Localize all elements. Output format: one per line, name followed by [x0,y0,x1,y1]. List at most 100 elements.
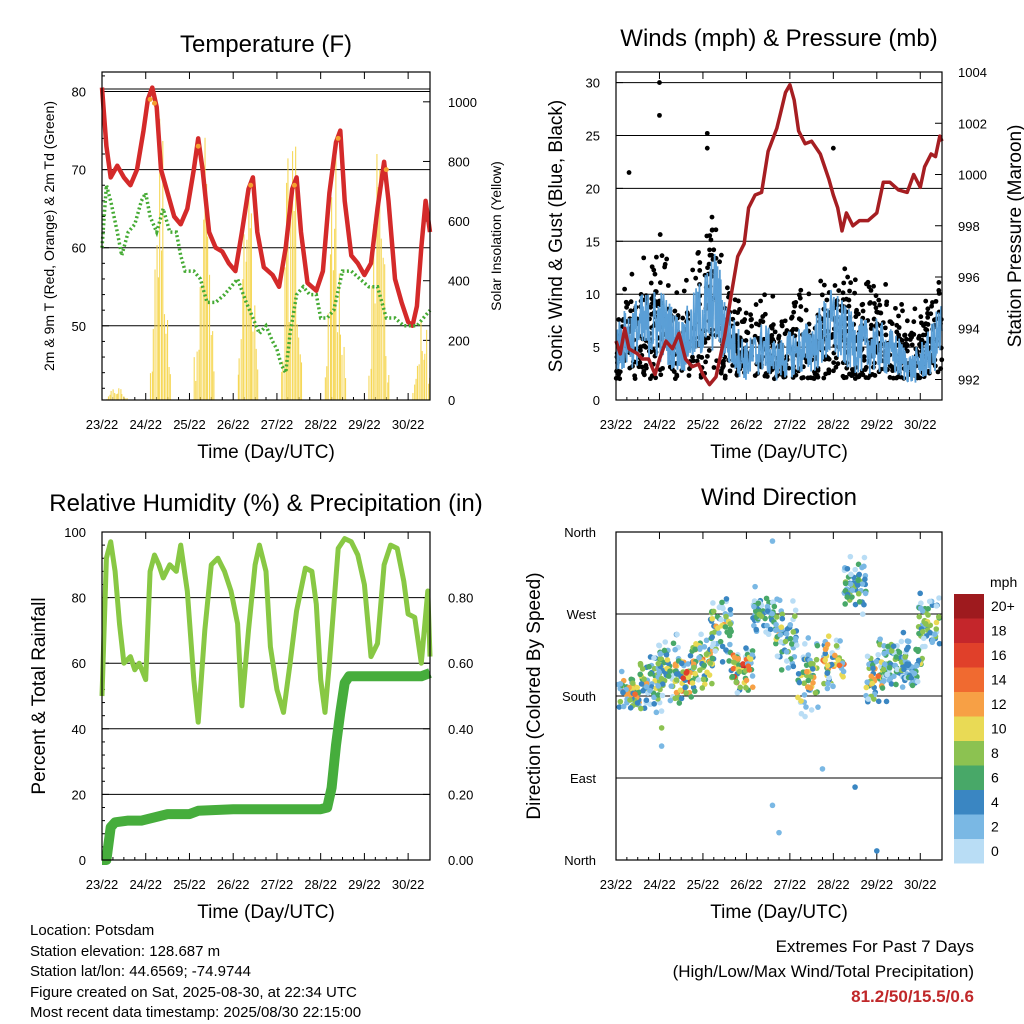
gust-point [657,80,662,85]
gust-point [717,259,722,265]
temp-9m-point [151,100,157,106]
gust-point [648,280,654,286]
direction-point [657,655,664,662]
wind-direction-panel: Wind Direction Time (Day/UTC) 23/22 24/22 25… [524,484,943,923]
direction-point [792,607,799,614]
direction-point [865,696,872,702]
x-tick-label: 30/22 [392,877,425,892]
gust-point [756,322,762,328]
y2-tick-label: 200 [448,333,470,348]
direction-point [749,673,756,679]
gust-point [616,371,622,377]
gust-point [883,281,889,287]
direction-point [933,603,940,609]
direction-point [658,725,665,731]
gust-point [732,297,738,303]
legend-swatch [954,716,984,741]
gust-point [854,307,860,313]
direction-point [849,594,855,600]
direction-point [779,611,786,618]
direction-point [734,689,741,696]
direction-point [658,708,665,714]
direction-point [691,688,698,694]
direction-point [620,689,626,696]
y-tick-label: West [567,607,597,622]
direction-point [886,664,893,671]
gust-point [664,256,670,262]
direction-point [637,671,644,678]
y-axis-label: Percent & Total Rainfall [29,597,50,794]
direction-point [659,692,666,699]
direction-point [646,663,652,670]
gust-point [749,323,755,329]
direction-point [824,662,831,669]
direction-point [879,685,886,691]
gust-point [632,376,638,381]
gust-point [895,374,901,380]
legend-label: 10 [991,721,1007,737]
gust-point [918,314,924,320]
gust-point [709,214,715,220]
y2-tick-label: 1002 [958,116,987,131]
gust-point [840,290,846,296]
x-tick-label: 23/22 [86,417,119,432]
direction-point [774,653,781,659]
direction-point [904,638,911,644]
gust-point [711,365,717,370]
direction-point [647,687,653,694]
y2-axis-label: Station Pressure (Maroon) [1005,125,1024,348]
direction-point [715,625,721,631]
direction-point [726,658,732,664]
gust-point [929,303,934,309]
direction-point [856,599,863,605]
gust-point [642,343,647,349]
direction-point [790,598,796,604]
direction-point [718,616,724,623]
direction-point [852,784,858,790]
direction-point [710,600,716,606]
station-elevation: Station elevation: 128.687 m [30,942,221,960]
gust-point [697,260,703,265]
gust-point [704,145,710,151]
direction-point [783,658,790,664]
gust-point [758,318,764,324]
gust-point [821,282,827,288]
legend-label: 18 [991,623,1007,639]
x-tick-label: 26/22 [730,877,763,892]
y2-tick-label: 0.40 [448,722,473,737]
direction-point [727,611,734,617]
gust-point [798,304,804,309]
gust-point [894,329,900,335]
gust-point [628,308,634,314]
direction-point [911,670,918,677]
gust-point [672,376,678,382]
gust-point [884,299,890,305]
direction-point [772,627,779,634]
direction-point [922,643,928,650]
temp-9m-point [335,135,341,141]
x-tick-label: 26/22 [730,417,763,432]
gust-point [734,321,740,327]
direction-point [659,681,666,687]
direction-point [634,684,640,691]
gust-point [888,319,894,325]
y-tick-label: 60 [72,241,86,256]
gust-point [639,364,645,370]
y-tick-label: 0 [79,853,86,868]
direction-point [706,672,713,678]
direction-point [709,680,715,687]
direction-point [703,651,710,658]
direction-point [933,626,940,632]
gust-point [841,280,847,286]
direction-point [932,631,938,638]
chart-title: Wind Direction [701,484,857,511]
gust-point [882,325,888,331]
gust-point [648,304,654,310]
temp-9m-point [291,182,297,188]
gust-point [831,360,837,366]
gust-point [649,296,655,302]
direction-point [688,694,695,700]
direction-point [805,677,812,684]
direction-point [837,638,843,644]
chart-title: Relative Humidity (%) & Precipitation (i… [49,490,482,517]
